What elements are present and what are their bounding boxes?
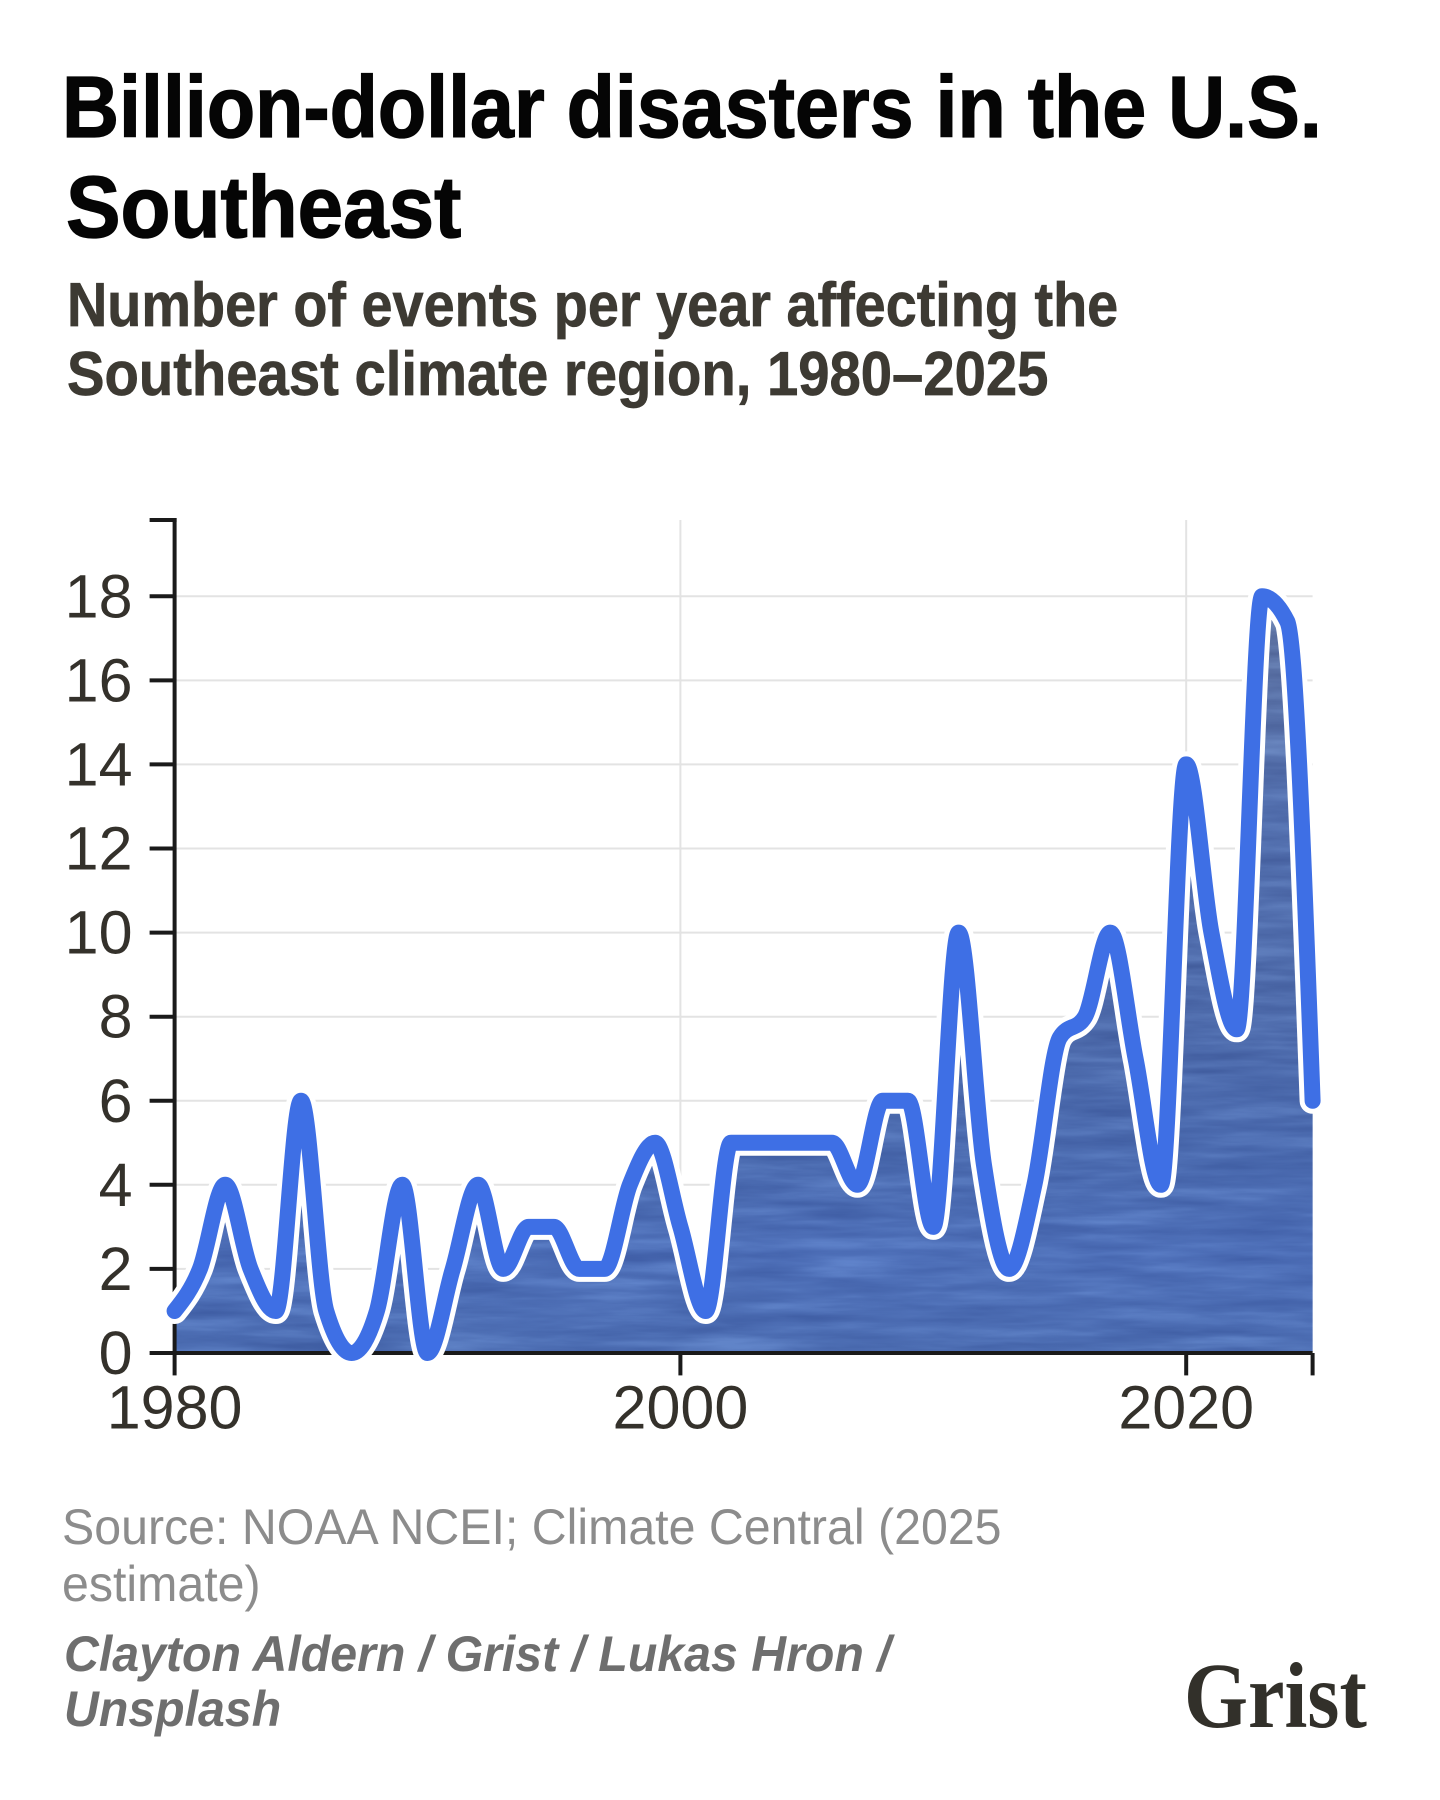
svg-text:14: 14 bbox=[65, 730, 133, 798]
svg-text:6: 6 bbox=[99, 1067, 133, 1135]
svg-text:18: 18 bbox=[65, 562, 133, 630]
svg-text:2020: 2020 bbox=[1118, 1373, 1254, 1441]
svg-text:12: 12 bbox=[65, 815, 133, 883]
svg-text:16: 16 bbox=[65, 646, 133, 714]
svg-text:2: 2 bbox=[99, 1235, 133, 1303]
svg-text:10: 10 bbox=[65, 899, 133, 967]
svg-text:1980: 1980 bbox=[107, 1373, 243, 1441]
svg-text:8: 8 bbox=[99, 983, 133, 1051]
svg-text:4: 4 bbox=[99, 1151, 133, 1219]
svg-text:2000: 2000 bbox=[613, 1373, 749, 1441]
svg-text:0: 0 bbox=[99, 1319, 133, 1387]
